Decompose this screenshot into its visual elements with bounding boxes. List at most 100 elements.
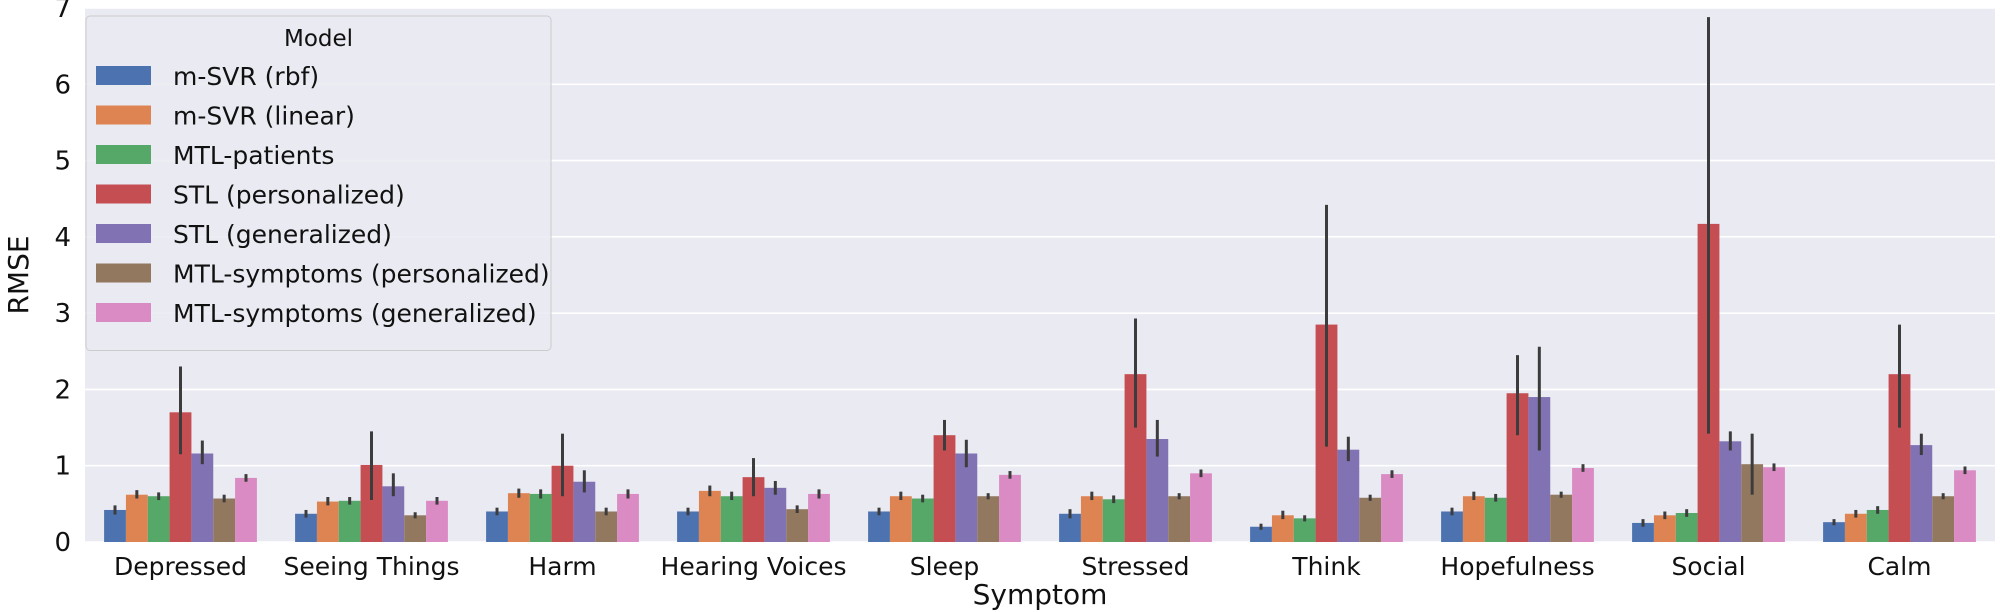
y-tick-label: 2: [54, 375, 71, 405]
x-axis-label: Symptom: [973, 578, 1108, 611]
bar: [617, 493, 639, 542]
legend-items: m-SVR (rbf) m-SVR (linear) MTL-patients STL…: [96, 62, 550, 328]
bar: [1271, 515, 1294, 542]
bar: [1080, 496, 1103, 542]
bar: [147, 496, 170, 542]
bar: [1506, 393, 1529, 542]
y-tick-label: 3: [54, 299, 71, 329]
bar: [1954, 470, 1976, 542]
bar: [720, 496, 743, 542]
bar: [595, 511, 618, 542]
legend-box: [85, 15, 552, 351]
bar: [1462, 496, 1485, 542]
bar: [551, 465, 574, 542]
y-tick-label: 5: [54, 147, 71, 177]
bar: [808, 493, 830, 542]
x-tick-label: Sleep: [910, 552, 979, 581]
bar: [677, 511, 699, 542]
bar: [316, 501, 339, 542]
bar: [1823, 522, 1845, 542]
bar: [1381, 474, 1403, 542]
bar: [1741, 464, 1764, 542]
legend-label: MTL-symptoms (generalized): [173, 299, 537, 328]
bar: [1359, 497, 1382, 542]
y-axis-label: RMSE: [2, 235, 35, 314]
bar: [764, 487, 787, 542]
x-tick-label: Think: [1291, 552, 1361, 581]
bar: [1719, 441, 1742, 542]
bar: [507, 493, 530, 542]
bar: [933, 435, 956, 542]
bar: [786, 509, 809, 542]
bar: [1059, 513, 1081, 542]
bar: [1888, 374, 1911, 542]
y-tick-label: 0: [54, 528, 71, 558]
x-tick-labels: Depressed Seeing Things Harm Hearing Voices…: [114, 552, 1932, 581]
bar: [169, 412, 192, 542]
bar: [999, 474, 1021, 542]
bar: [1441, 511, 1463, 542]
y-tick-label: 7: [54, 0, 71, 24]
bar: [1293, 518, 1316, 542]
bar: [295, 513, 317, 542]
legend-label: MTL-symptoms (personalized): [173, 260, 550, 289]
legend-swatch: [96, 105, 151, 125]
x-tick-label: Harm: [528, 552, 596, 581]
x-tick-label: Stressed: [1081, 552, 1189, 581]
bar: [1550, 494, 1573, 542]
bar: [1910, 445, 1933, 542]
x-tick-label: Seeing Things: [283, 552, 459, 581]
bar: [1763, 467, 1785, 542]
bar: [1632, 522, 1654, 542]
y-tick-label: 6: [54, 70, 71, 100]
legend-label: STL (generalized): [173, 220, 392, 249]
legend-swatch: [96, 263, 151, 283]
bar: [1337, 449, 1360, 542]
y-tick-label: 4: [54, 223, 71, 253]
y-tick-label: 1: [54, 452, 71, 482]
bar: [382, 486, 405, 542]
bar: [1572, 468, 1594, 542]
error-bars: [113, 17, 1967, 530]
legend-label: STL (personalized): [173, 181, 405, 210]
bar: [1190, 473, 1212, 542]
legend-swatch: [96, 184, 151, 204]
legend-label: m-SVR (rbf): [173, 62, 319, 91]
bar: [1528, 397, 1551, 542]
bar: [911, 498, 934, 542]
bars: [104, 223, 1976, 543]
legend-label: MTL-patients: [173, 141, 334, 170]
bar: [889, 496, 912, 542]
bar: [1844, 513, 1867, 542]
legend-label: m-SVR (linear): [173, 102, 355, 131]
bar: [486, 511, 508, 542]
bar: [213, 498, 236, 542]
y-tick-labels: 0 1 2 3 4 5 6 7: [54, 0, 71, 558]
bar: [104, 509, 126, 542]
legend-swatch: [96, 145, 151, 164]
bar: [868, 511, 890, 542]
bar: [955, 453, 978, 542]
bar: [977, 496, 1000, 542]
bar: [1653, 515, 1676, 542]
bar: [1102, 499, 1125, 542]
bar: [1675, 513, 1698, 542]
bar: [338, 500, 361, 542]
bar: [426, 500, 448, 542]
bar: [1250, 526, 1272, 542]
bar: [1146, 439, 1169, 542]
bar: [235, 477, 257, 542]
bar: [1124, 374, 1147, 542]
bar: [529, 493, 552, 542]
bar: [125, 494, 148, 542]
legend-swatch: [96, 224, 151, 243]
bar: [573, 481, 596, 542]
bar: [1484, 497, 1507, 542]
legend-swatch: [96, 303, 151, 322]
bar: [1932, 496, 1955, 542]
bar: [698, 490, 721, 542]
legend-swatch: [96, 66, 151, 85]
x-tick-label: Social: [1671, 552, 1745, 581]
bar: [404, 515, 427, 542]
